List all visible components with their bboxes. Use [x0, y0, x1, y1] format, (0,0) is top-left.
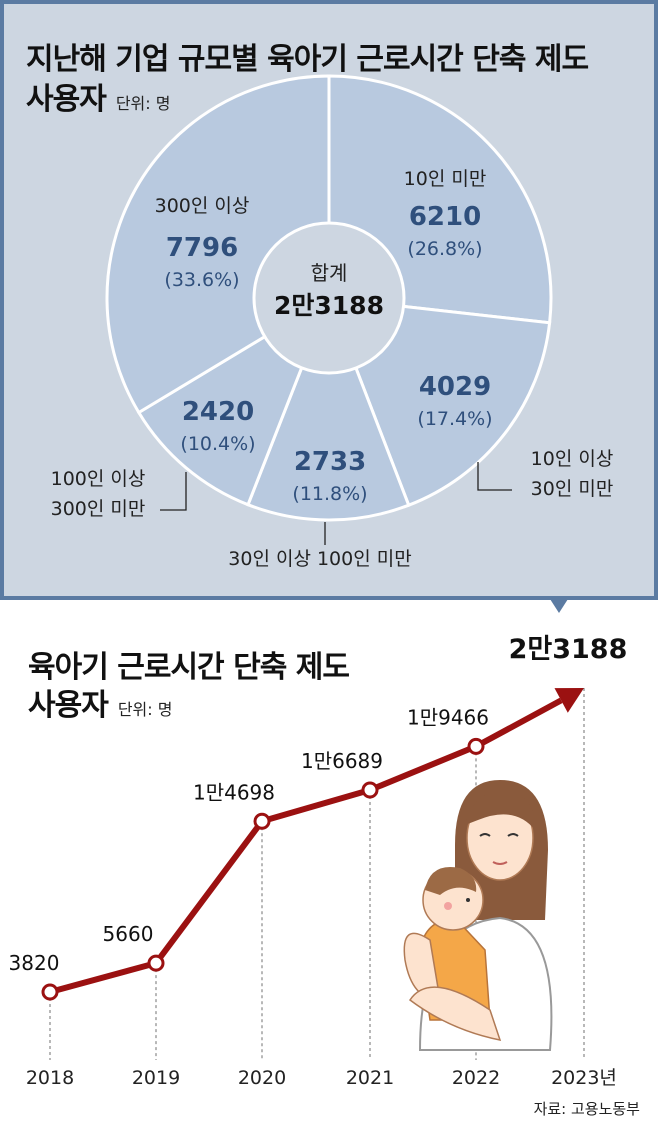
- x-tick-label: 2019: [132, 1067, 180, 1089]
- line-title-2: 사용자 단위: 명: [28, 680, 172, 724]
- line-points: [41, 737, 485, 1001]
- x-tick-label: 2023년: [551, 1067, 617, 1089]
- x-tick-label: 2022: [452, 1067, 500, 1089]
- slice-value-label: 2420: [182, 397, 254, 427]
- x-tick-label: 2021: [346, 1067, 394, 1089]
- slice-value-label: 2733: [294, 447, 366, 477]
- line-value-labels: 3820 5660 1만4698 1만6689 1만9466: [9, 705, 489, 975]
- total-label: 합계: [311, 261, 348, 285]
- line-title: 육아기 근로시간 단축 제도: [28, 642, 350, 686]
- total-value: 2만3188: [274, 291, 384, 320]
- slice-percent-label: (10.4%): [180, 433, 255, 455]
- slice-percent-label: (26.8%): [407, 238, 482, 260]
- series-line: [49, 697, 563, 995]
- pie-title: 지난해 기업 규모별 육아기 근로시간 단축 제도: [26, 34, 589, 78]
- slice-name-label: 300인 미만: [51, 498, 146, 520]
- data-point: [253, 812, 271, 830]
- x-tick-labels: 2018 2019 2020 2021 2022 2023년: [26, 1067, 617, 1089]
- pie-slice: [246, 293, 411, 522]
- slice-percent-label: (17.4%): [417, 408, 492, 430]
- slice-value-label: 4029: [419, 372, 491, 402]
- pie-unit: 단위: 명: [115, 94, 171, 113]
- data-point: [361, 781, 379, 799]
- point-value-label: 1만9466: [407, 705, 489, 729]
- slice-name-label: 10인 미만: [404, 168, 487, 190]
- slice-name-label: 10인 이상: [531, 448, 614, 470]
- donut-hole: [252, 221, 406, 375]
- point-value-label: 3820: [9, 951, 60, 975]
- slice-percent-label: (33.6%): [164, 269, 239, 291]
- leader-line: [477, 462, 512, 491]
- series-arrowhead: [554, 688, 584, 713]
- line-series: [49, 688, 584, 995]
- slice-name-label: 300인 이상: [155, 195, 250, 217]
- donut-chart: 합계 2만3188 6210 (26.8%) 10인 미만 4029 (17.4%) 10…: [51, 74, 614, 570]
- highlight-value: 2만3188: [509, 634, 628, 665]
- data-point: [147, 954, 165, 972]
- leader-line: [160, 472, 187, 511]
- point-value-label: 5660: [103, 922, 154, 946]
- mother-and-baby-illustration: [403, 780, 553, 1051]
- slice-name-label: 30인 미만: [531, 478, 614, 500]
- pie-labels: 6210 (26.8%) 10인 미만 4029 (17.4%) 10인 이상 30인 미만…: [51, 168, 614, 570]
- slice-name-label: 30인 이상 100인 미만: [228, 548, 411, 570]
- slice-name-label: 100인 이상: [51, 468, 146, 490]
- data-point: [41, 983, 59, 1001]
- line-unit: 단위: 명: [117, 700, 173, 719]
- point-value-label: 1만6689: [301, 749, 383, 773]
- line-title-line2: 사용자: [28, 688, 109, 723]
- point-value-label: 1만4698: [193, 780, 275, 804]
- line-title-line1: 육아기 근로시간 단축 제도: [28, 650, 350, 685]
- slice-percent-label: (11.8%): [292, 483, 367, 505]
- slice-value-label: 6210: [409, 202, 481, 232]
- pie-title-line1: 지난해 기업 규모별 육아기 근로시간 단축 제도: [26, 42, 589, 77]
- data-point: [467, 737, 485, 755]
- source-note: 자료: 고용노동부: [533, 1100, 640, 1118]
- callout-pointer: [550, 600, 568, 613]
- pie-title-2: 사용자 단위: 명: [26, 74, 170, 118]
- x-tick-label: 2018: [26, 1067, 74, 1089]
- slice-value-label: 7796: [166, 233, 238, 263]
- pie-title-line2: 사용자: [26, 82, 107, 117]
- x-tick-label: 2020: [238, 1067, 286, 1089]
